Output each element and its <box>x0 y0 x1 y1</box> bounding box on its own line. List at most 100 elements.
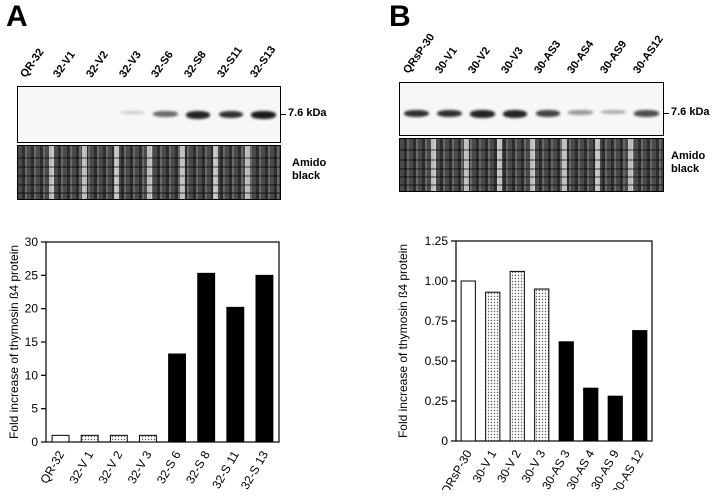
lane-label: QR-32 <box>18 46 48 80</box>
panel-a-loading-label-1: Amido <box>292 157 327 169</box>
gel-band-row <box>18 166 280 169</box>
gel-band-row <box>18 175 280 178</box>
gel-lane-gap <box>81 146 87 199</box>
y-tick-label: 15 <box>25 335 39 349</box>
x-tick-label: 32-S 8 <box>183 448 213 486</box>
marker-tick <box>280 114 286 115</box>
y-tick-label: 30 <box>25 235 39 249</box>
panel-b-letter: B <box>389 0 411 33</box>
x-tick-label: 32-S 6 <box>154 448 184 486</box>
y-tick-label: 20 <box>25 302 39 316</box>
y-tick-label: 0.75 <box>425 314 449 328</box>
bar <box>485 291 501 442</box>
lane-label: 32-V1 <box>51 49 79 80</box>
lane-label: 32-S11 <box>215 44 245 80</box>
gel-lane-gap <box>595 139 601 191</box>
panel-b-marker-label: 7.6 kDa <box>671 106 710 118</box>
gel-lane-gap <box>628 139 634 191</box>
blot-band <box>404 110 429 118</box>
bar <box>534 288 550 442</box>
x-tick-label: 32-V 3 <box>125 448 155 486</box>
panel-a-loading-label-2: black <box>292 170 321 182</box>
gel-band-row <box>400 149 663 152</box>
lane-label: 32-V3 <box>116 49 144 80</box>
y-tick-label: 1.00 <box>425 274 449 288</box>
x-tick-label: 32-V 2 <box>96 448 126 486</box>
lane-label: 32-S8 <box>182 49 210 80</box>
gel-lane-gap <box>48 146 54 199</box>
blot-band <box>218 111 244 119</box>
plot-frame <box>455 240 653 442</box>
bar <box>607 395 623 442</box>
gel-band-row <box>18 184 280 187</box>
blot-band <box>535 110 561 117</box>
blot-band <box>568 110 594 115</box>
lane-label: 30-V1 <box>433 45 461 76</box>
gel-band-row <box>400 176 663 179</box>
bar <box>197 272 216 443</box>
y-tick-label: 0.50 <box>425 354 449 368</box>
gel-lane-gap <box>114 146 120 199</box>
panel-b-amido-black-gel <box>399 138 664 192</box>
y-axis-label: Fold increase of thymosin ß4 protein <box>7 245 21 439</box>
blot-band <box>502 110 528 118</box>
y-tick-label: 0 <box>31 435 38 449</box>
bar <box>109 434 128 443</box>
gel-lane-gap <box>496 139 502 191</box>
bar <box>226 306 245 443</box>
panel-a-amido-black-gel <box>17 145 281 200</box>
bar <box>558 341 574 442</box>
blot-band <box>153 111 178 117</box>
blot-band <box>120 111 145 115</box>
y-tick-label: 1.25 <box>425 234 449 248</box>
panel-a-western-blot <box>17 86 281 143</box>
lane-label: 30-AS12 <box>630 33 666 76</box>
x-tick-label: QRsP-30 <box>438 447 475 490</box>
lane-label: 30-AS4 <box>565 38 597 76</box>
lane-label: 32-S6 <box>149 49 177 80</box>
x-tick-label: 32-S 13 <box>238 448 271 492</box>
lane-label: 30-V3 <box>499 45 526 76</box>
lane-label: QRsP-30 <box>400 31 437 76</box>
marker-tick <box>663 113 669 114</box>
lane-label: 30-AS9 <box>597 38 630 76</box>
y-tick-label: 5 <box>31 402 38 416</box>
bar <box>138 434 157 443</box>
gel-lane-gap <box>179 146 185 199</box>
panel-a-letter: A <box>6 0 28 33</box>
bar <box>51 434 70 443</box>
blot-band <box>185 111 211 119</box>
blot-band <box>469 110 495 118</box>
panel-b-western-blot <box>399 82 664 136</box>
y-axis-label: Fold increase of thymosin ß4 protein <box>396 244 410 438</box>
blot-band <box>436 110 462 118</box>
x-tick-label: 32-V 1 <box>66 448 96 486</box>
lane-label: 32-V2 <box>84 49 111 80</box>
gel-lane-gap <box>147 146 152 199</box>
gel-lane-gap <box>430 139 436 191</box>
lane-label: 30-AS3 <box>532 38 564 76</box>
bar <box>460 280 476 442</box>
bar <box>255 274 274 443</box>
bar <box>632 330 648 442</box>
lane-label: 32-S13 <box>247 44 279 80</box>
gel-lane-gap <box>562 139 568 191</box>
panel-a-marker-label: 7.6 kDa <box>288 107 327 119</box>
blot-band <box>601 110 627 114</box>
lane-label: 30-V2 <box>466 45 494 76</box>
gel-band-row <box>400 183 663 186</box>
gel-lane-gap <box>245 146 251 199</box>
gel-lane-gap <box>212 146 218 199</box>
y-tick-label: 0.25 <box>425 394 449 408</box>
panel-b-loading-label-1: Amido <box>671 150 706 162</box>
gel-band-row <box>400 158 663 161</box>
blot-band <box>634 110 659 117</box>
gel-band-row <box>400 167 663 170</box>
y-tick-label: 10 <box>25 368 39 382</box>
bar <box>509 270 525 442</box>
gel-lane-gap <box>463 139 469 191</box>
bar <box>168 353 187 443</box>
bar <box>583 387 599 442</box>
